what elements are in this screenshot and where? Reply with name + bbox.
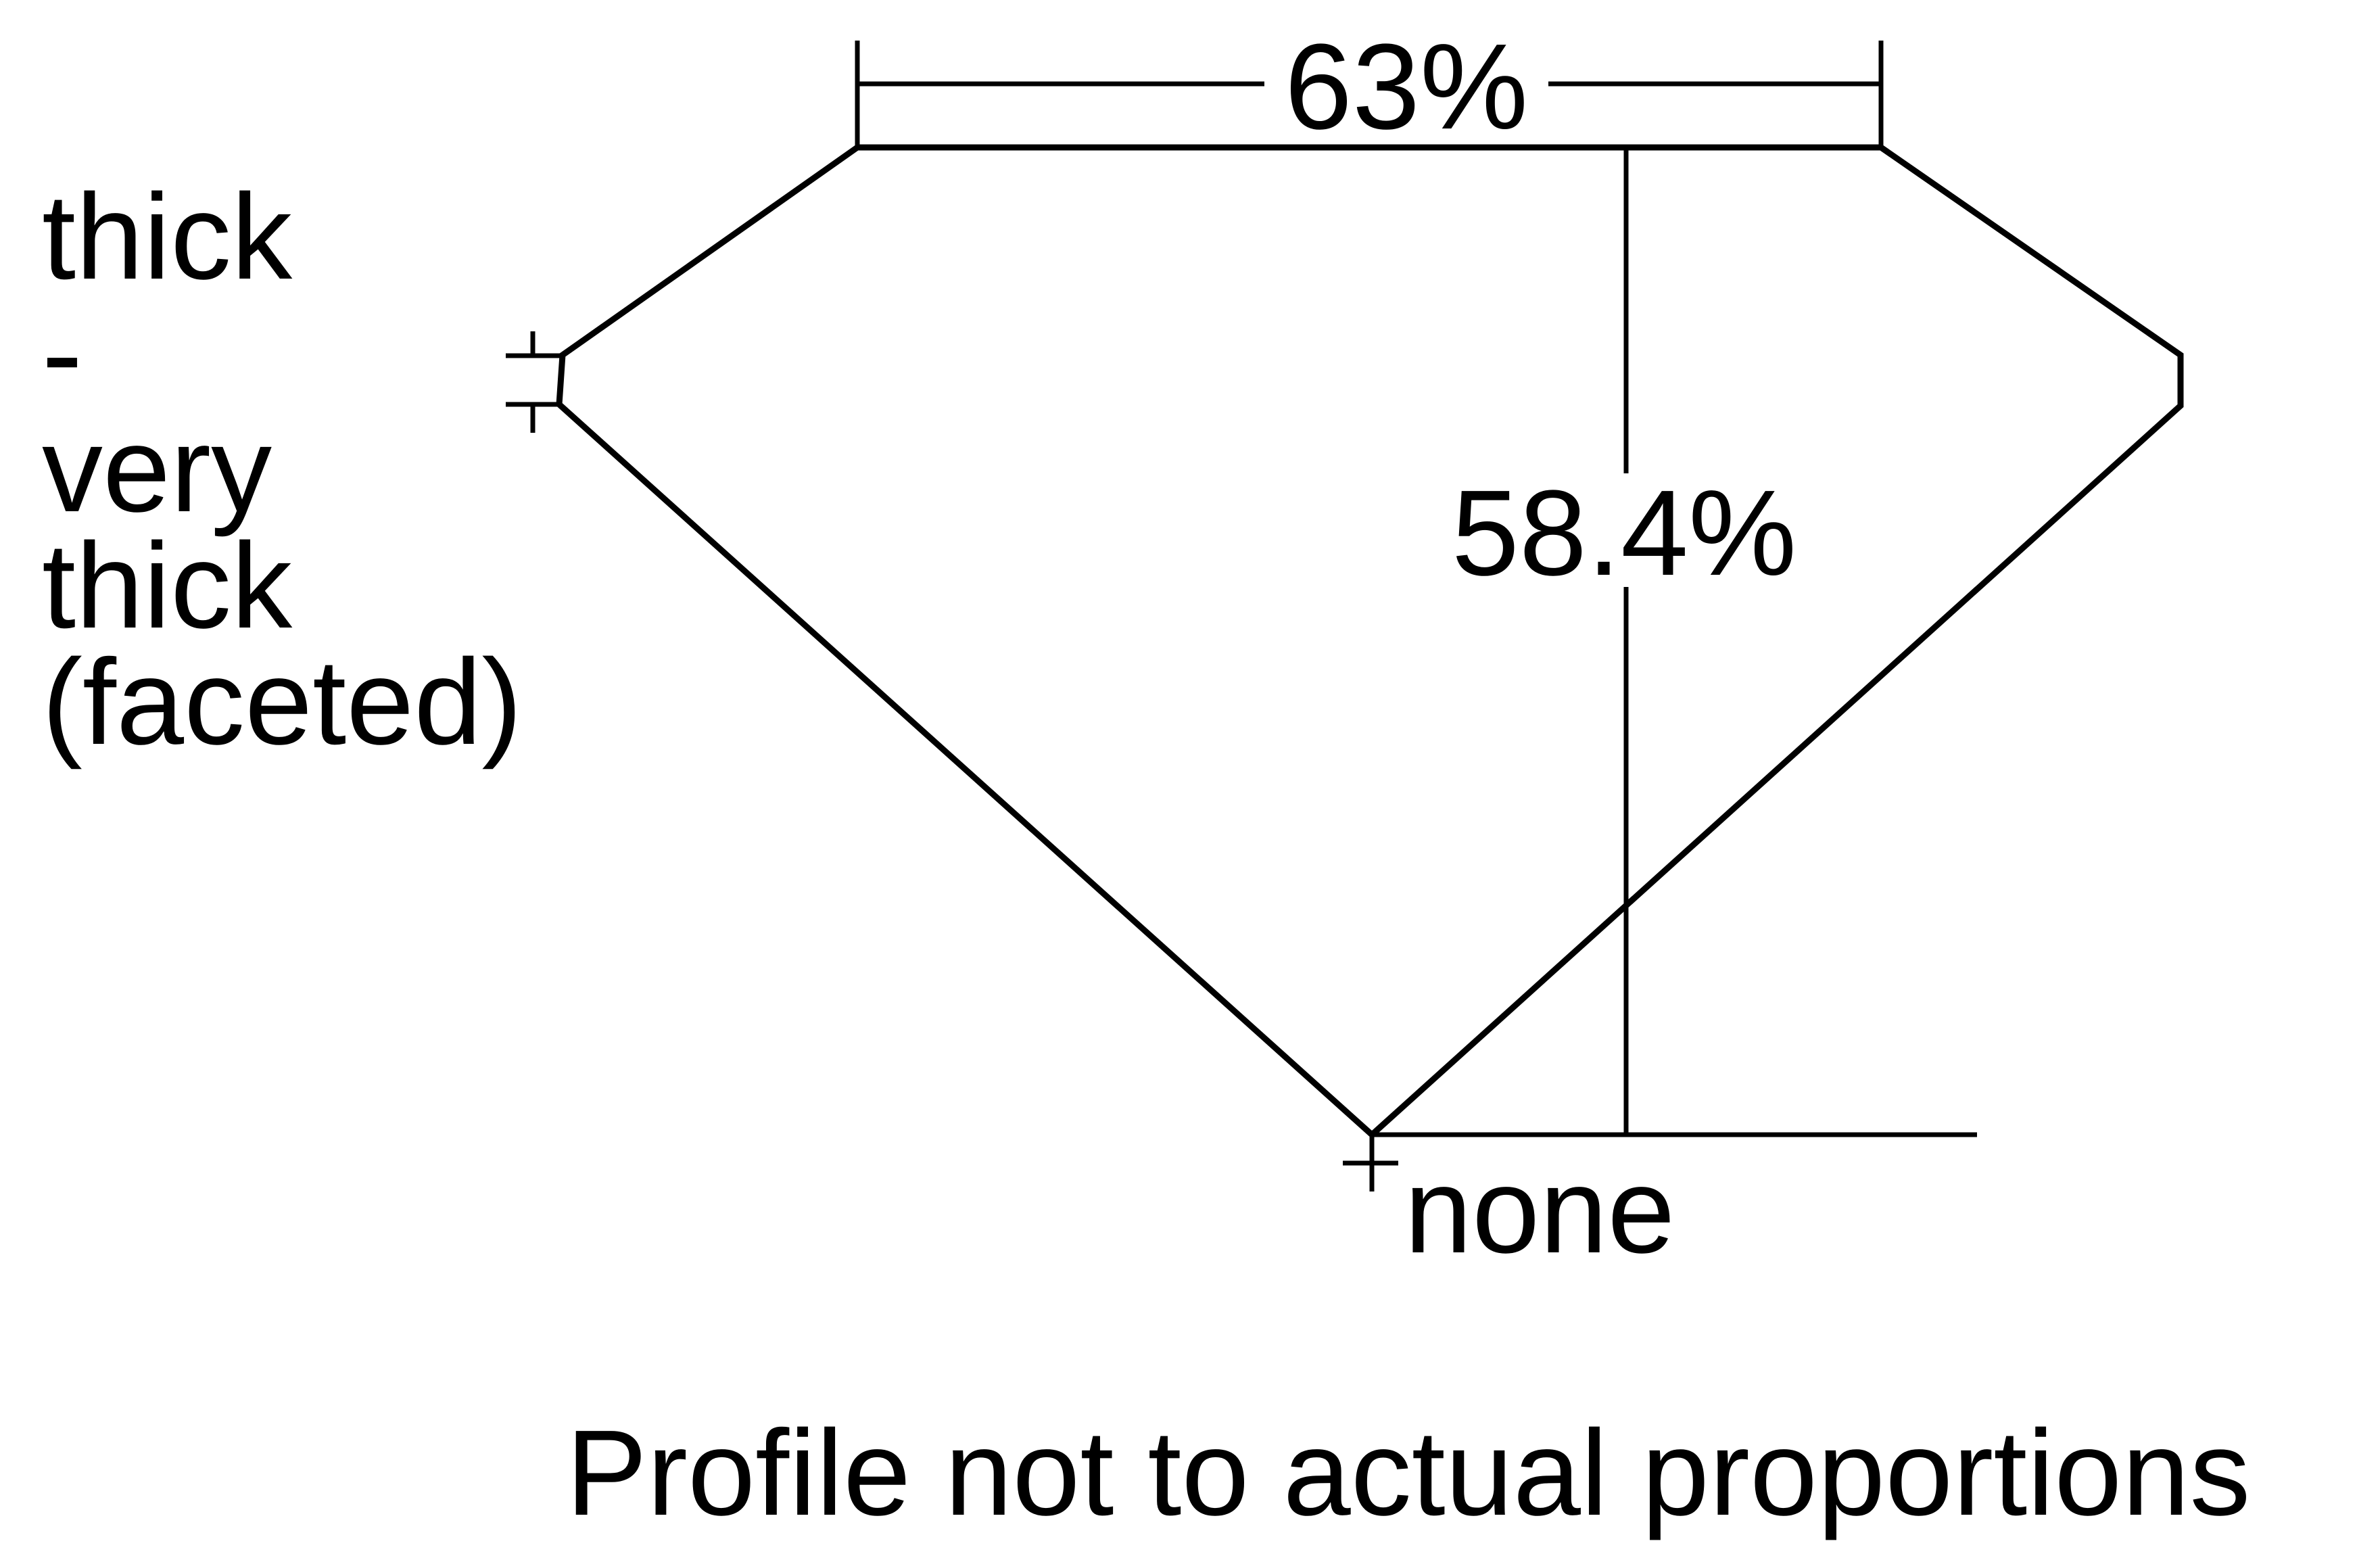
girdle-thickness-label: thick - very thick (faceted) — [42, 169, 522, 770]
total-depth-label: 58.4% — [1452, 465, 1796, 601]
culet-size-label: none — [1404, 1143, 1675, 1279]
girdle-label-line-1: thick — [42, 169, 293, 305]
diagram-caption: Profile not to actual proportions — [566, 1405, 2250, 1541]
table-width-label: 63% — [1285, 19, 1528, 155]
girdle-label-line-5: (faceted) — [42, 634, 522, 770]
girdle-label-line-3: very — [42, 402, 272, 538]
girdle-label-line-2: - — [42, 285, 82, 421]
girdle-label-line-4: thick — [42, 518, 293, 654]
diamond-outline — [556, 144, 2184, 1139]
